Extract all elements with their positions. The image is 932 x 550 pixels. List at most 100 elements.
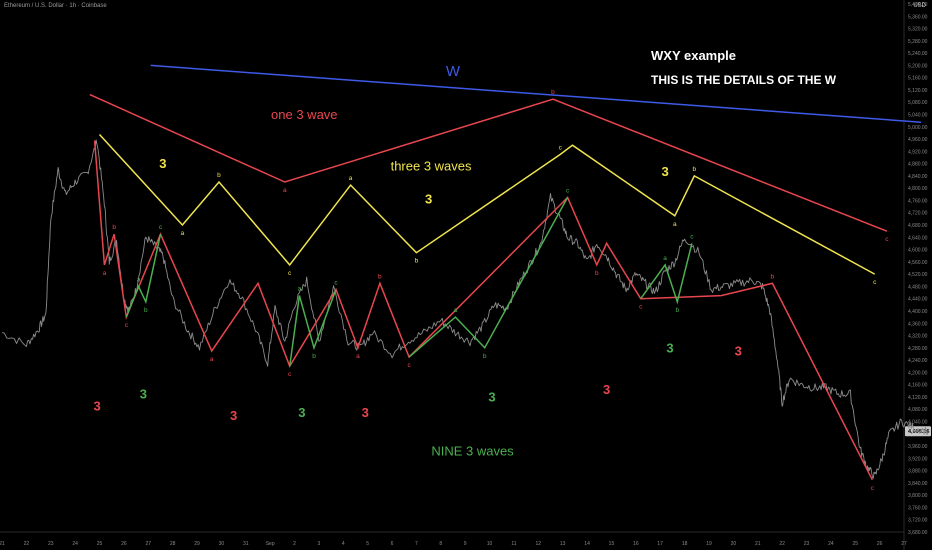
wave-label: c <box>288 371 292 378</box>
y-tick-label: 3,720.00 <box>908 518 928 524</box>
x-tick-label: 11 <box>511 541 516 547</box>
wave-label: b <box>693 166 697 173</box>
x-tick-label: 24 <box>72 541 78 547</box>
annotation-label: 3 <box>140 386 147 401</box>
wave-label: c <box>871 485 875 492</box>
price-axis-panel <box>904 0 932 550</box>
currency-label: USD <box>913 3 926 9</box>
wave-label: a <box>181 230 185 237</box>
x-tick-label: 7 <box>415 541 418 547</box>
wave-line-w <box>150 64 922 123</box>
wave-label: a <box>210 356 214 363</box>
wave-line-one-3-wave <box>89 93 888 232</box>
x-tick-label: 6 <box>391 541 394 547</box>
y-tick-label: 4,240.00 <box>908 358 928 364</box>
wave-line-green-3s-3 <box>408 197 569 358</box>
wave-label: c <box>334 279 338 286</box>
wave-label: c <box>639 304 643 311</box>
wave-label: a <box>356 353 360 360</box>
annotation-label: W <box>446 63 461 80</box>
wave-label: a <box>137 276 141 283</box>
y-tick-label: 4,800.00 <box>908 186 928 192</box>
y-tick-label: 4,200.00 <box>908 370 928 376</box>
y-tick-label: 4,120.00 <box>908 395 928 401</box>
wave-label: b <box>312 353 316 360</box>
x-tick-label: 29 <box>194 541 200 547</box>
x-tick-label: 20 <box>731 541 737 547</box>
x-tick-label: 9 <box>464 541 467 547</box>
x-tick-label: 28 <box>170 541 176 547</box>
y-tick-label: 4,280.00 <box>908 346 928 352</box>
x-tick-label: 2 <box>293 541 296 547</box>
wave-label: a <box>454 307 458 314</box>
chart-title: WXY example <box>651 48 736 63</box>
x-tick-label: 23 <box>804 541 810 547</box>
y-tick-label: 4,440.00 <box>908 297 928 303</box>
y-tick-label: 4,680.00 <box>908 223 928 229</box>
annotation-label: 3 <box>298 405 305 420</box>
wave-line-green-3s-2 <box>288 289 337 367</box>
annotation-label: 3 <box>488 390 495 405</box>
x-tick-label: 10 <box>487 541 493 547</box>
x-tick-label: 26 <box>121 541 127 547</box>
y-tick-label: 4,160.00 <box>908 383 928 389</box>
annotation-label: 3 <box>666 340 673 355</box>
wave-label: a <box>349 175 353 182</box>
y-tick-label: 4,760.00 <box>908 198 928 204</box>
annotation-label: 3 <box>661 164 668 179</box>
x-tick-label: 22 <box>779 541 785 547</box>
x-tick-label: 25 <box>852 541 858 547</box>
annotation-label: 3 <box>159 156 166 171</box>
annotation-label: 3 <box>93 399 100 414</box>
wave-label: c <box>288 270 292 277</box>
x-tick-label: 21 <box>0 541 5 547</box>
x-tick-label: 27 <box>901 541 907 547</box>
wave-label: c <box>873 279 877 286</box>
y-tick-label: 5,000.00 <box>908 125 928 131</box>
wave-label: b <box>675 307 679 314</box>
y-tick-label: 4,480.00 <box>908 284 928 290</box>
x-tick-label: 14 <box>584 541 590 547</box>
x-tick-label: 21 <box>755 541 761 547</box>
x-tick-label: 27 <box>145 541 151 547</box>
x-tick-label: 22 <box>24 541 30 547</box>
wave-label: b <box>771 273 775 280</box>
y-tick-label: 4,640.00 <box>908 235 928 241</box>
last-price-label: 4,008.26 <box>908 429 929 435</box>
y-tick-label: 4,360.00 <box>908 321 928 327</box>
x-tick-label: 26 <box>877 541 883 547</box>
annotation-label: 3 <box>425 192 432 207</box>
y-tick-label: 4,560.00 <box>908 260 928 266</box>
y-tick-label: 3,920.00 <box>908 456 928 462</box>
annotation-label: 3 <box>735 343 742 358</box>
annotation-label: 3 <box>362 405 369 420</box>
wave-label: c <box>566 187 570 194</box>
wave-label: b <box>378 273 382 280</box>
wave-label: c <box>559 144 563 151</box>
y-tick-label: 4,400.00 <box>908 309 928 315</box>
annotation-label: NINE 3 waves <box>431 443 514 458</box>
y-tick-label: 4,920.00 <box>908 149 928 155</box>
y-tick-label: 5,280.00 <box>908 39 928 45</box>
wave-label: c <box>690 233 694 240</box>
wave-label: b <box>415 258 419 265</box>
wave-label: c <box>125 322 129 329</box>
y-tick-label: 4,600.00 <box>908 248 928 254</box>
y-tick-label: 5,200.00 <box>908 63 928 69</box>
y-tick-label: 4,040.00 <box>908 419 928 425</box>
y-tick-label: 5,120.00 <box>908 88 928 94</box>
wave-label: a <box>103 270 107 277</box>
wave-label: b <box>551 89 555 96</box>
wave-label: c <box>885 236 889 243</box>
x-tick-label: 16 <box>633 541 639 547</box>
y-tick-label: 5,160.00 <box>908 76 928 82</box>
wave-label: c <box>159 224 163 231</box>
y-tick-label: 5,080.00 <box>908 100 928 106</box>
y-tick-label: 4,720.00 <box>908 211 928 217</box>
wave-label: b <box>595 270 599 277</box>
y-tick-label: 4,960.00 <box>908 137 928 143</box>
wave-label: a <box>298 286 302 293</box>
y-tick-label: 5,400.00 <box>908 2 928 8</box>
